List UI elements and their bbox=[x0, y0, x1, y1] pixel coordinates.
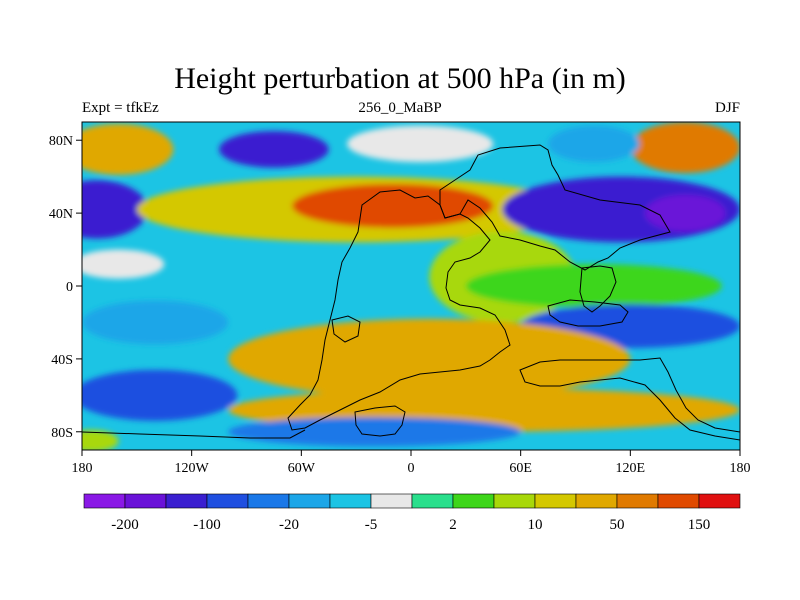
colorbar-label: 50 bbox=[610, 517, 625, 533]
case-label: 256_0_MaBP bbox=[358, 100, 442, 116]
x-tick-label: 120E bbox=[616, 461, 646, 476]
colorbar-swatch bbox=[698, 493, 741, 509]
colorbar-swatch bbox=[616, 493, 659, 509]
season-label: DJF bbox=[714, 100, 740, 116]
anomaly-blob bbox=[82, 369, 238, 421]
colorbar-swatch bbox=[124, 493, 167, 509]
colorbar: -200 -100 -20 -5 2 10 50 150 bbox=[83, 493, 741, 533]
colorbar-label: 2 bbox=[449, 517, 457, 533]
y-tick-label: 40S bbox=[51, 353, 73, 368]
contour-field bbox=[82, 122, 740, 450]
y-axis: 80N 40N 0 40S 80S bbox=[49, 134, 82, 441]
continent-outlines bbox=[82, 144, 740, 441]
paleo-continent-outline bbox=[287, 189, 511, 431]
anomaly-blob bbox=[347, 125, 494, 163]
anomaly-blob bbox=[644, 194, 726, 232]
x-tick-label: 60W bbox=[288, 461, 316, 476]
paleo-continent-outline bbox=[547, 299, 629, 327]
y-tick-label: 80S bbox=[51, 426, 73, 441]
x-axis: 180 120W 60W 0 60E 120E 180 bbox=[72, 450, 751, 476]
colorbar-swatch bbox=[206, 493, 249, 509]
anomaly-blob bbox=[292, 183, 494, 228]
anomaly-blob bbox=[219, 131, 329, 168]
colorbar-swatch bbox=[452, 493, 495, 509]
anomaly-blob bbox=[82, 429, 119, 450]
anomaly-blob bbox=[548, 125, 640, 163]
colorbar-swatch bbox=[657, 493, 700, 509]
x-tick-label: 180 bbox=[72, 461, 93, 476]
y-tick-label: 40N bbox=[49, 207, 73, 222]
colorbar-swatch bbox=[534, 493, 577, 509]
y-tick-label: 0 bbox=[66, 280, 73, 295]
colorbar-swatch bbox=[83, 493, 126, 509]
paleo-continent-outline bbox=[354, 405, 406, 437]
colorbar-swatch bbox=[165, 493, 208, 509]
x-tick-label: 0 bbox=[408, 461, 415, 476]
experiment-label: Expt = tfkEz bbox=[82, 100, 159, 116]
colorbar-swatch bbox=[329, 493, 372, 509]
colorbar-swatch bbox=[247, 493, 290, 509]
plot-title: Height perturbation at 500 hPa (in m) bbox=[174, 62, 626, 95]
paleo-continent-outline bbox=[439, 144, 671, 271]
anomaly-blob bbox=[630, 122, 740, 174]
paleo-continent-outline bbox=[579, 265, 617, 313]
colorbar-label: 150 bbox=[688, 517, 711, 533]
x-tick-label: 180 bbox=[730, 461, 751, 476]
anomaly-blob bbox=[465, 264, 722, 308]
x-tick-label: 120W bbox=[175, 461, 210, 476]
paleo-continent-outline bbox=[82, 429, 306, 439]
colorbar-swatch bbox=[288, 493, 331, 509]
anomaly-blob bbox=[228, 318, 631, 399]
colorbar-label: -100 bbox=[193, 517, 221, 533]
colorbar-swatch bbox=[575, 493, 618, 509]
colorbar-swatch bbox=[370, 493, 413, 509]
colorbar-label: -5 bbox=[365, 517, 378, 533]
anomaly-blob bbox=[82, 123, 174, 175]
anomaly-blob bbox=[82, 180, 148, 239]
paleo-continent-outline bbox=[331, 315, 361, 343]
colorbar-swatch bbox=[411, 493, 454, 509]
anomaly-blob bbox=[228, 417, 521, 447]
colorbar-label: -200 bbox=[111, 517, 139, 533]
paleo-continent-outline bbox=[519, 357, 740, 441]
colorbar-label: -20 bbox=[279, 517, 299, 533]
colorbar-swatch bbox=[493, 493, 536, 509]
x-tick-label: 60E bbox=[509, 461, 532, 476]
colorbar-label: 10 bbox=[528, 517, 543, 533]
anomaly-blob bbox=[82, 249, 165, 279]
anomaly-blob bbox=[82, 300, 229, 345]
y-tick-label: 80N bbox=[49, 134, 73, 149]
